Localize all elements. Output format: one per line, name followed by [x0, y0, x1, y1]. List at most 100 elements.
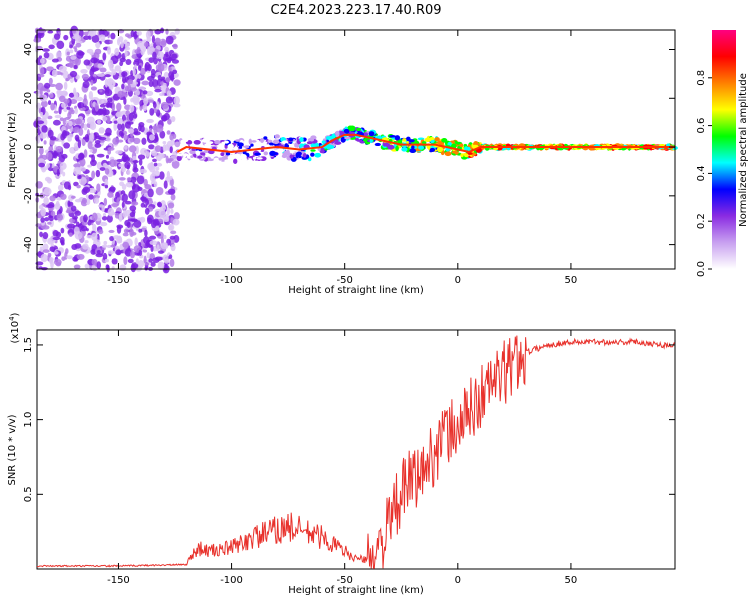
noise-speck	[114, 65, 121, 72]
noise-speck	[159, 171, 165, 180]
ridge-speck	[229, 156, 234, 161]
noise-speck	[92, 73, 97, 78]
noise-speck	[69, 49, 74, 54]
ridge-speck	[335, 130, 340, 137]
noise-speck	[121, 193, 128, 203]
noise-speck	[121, 71, 128, 78]
ridge-speck	[408, 139, 415, 143]
spectrogram-panel: -150 -100 -50 0 50 -40 -20 0 20 40 Height of stra…	[7, 25, 678, 296]
ridge-speck	[174, 141, 181, 148]
noise-speck	[124, 121, 131, 129]
x-tick-label: -100	[220, 275, 243, 286]
noise-speck	[98, 229, 104, 235]
noise-speck	[154, 88, 162, 93]
noise-speck	[121, 166, 126, 173]
noise-speck	[48, 44, 55, 50]
noise-speck	[99, 167, 106, 172]
noise-speck	[123, 256, 128, 266]
noise-speck	[74, 198, 82, 203]
ridge-speck	[200, 152, 206, 156]
noise-speck	[147, 162, 155, 171]
noise-speck	[72, 126, 81, 133]
noise-speck	[171, 53, 178, 59]
noise-speck	[127, 84, 132, 93]
noise-speck	[89, 132, 95, 141]
noise-speck	[56, 168, 60, 177]
noise-speck	[169, 133, 174, 141]
noise-speck	[102, 252, 108, 261]
noise-speck	[130, 176, 137, 183]
noise-speck	[110, 32, 116, 40]
noise-speck	[169, 235, 176, 240]
noise-speck	[57, 184, 64, 191]
spectrogram-xlabel: Height of straight line (km)	[288, 285, 424, 296]
noise-speck	[146, 99, 155, 103]
noise-speck	[55, 145, 63, 153]
noise-speck	[90, 248, 97, 255]
ridge-speck	[401, 147, 408, 152]
noise-speck	[151, 173, 155, 181]
noise-speck	[125, 109, 131, 117]
noise-speck	[150, 244, 154, 253]
noise-speck	[69, 44, 73, 49]
noise-speck	[157, 261, 165, 270]
noise-speck	[51, 58, 59, 63]
noise-speck	[69, 98, 78, 105]
noise-speck	[63, 81, 68, 90]
ridge-speck	[394, 135, 401, 141]
noise-speck	[171, 59, 180, 64]
snr-multiplier-exp: 4	[8, 316, 16, 321]
ridge-speck	[248, 138, 252, 145]
noise-speck	[163, 112, 170, 121]
noise-speck	[40, 100, 48, 108]
noise-speck	[61, 153, 68, 159]
noise-speck	[148, 80, 154, 87]
noise-speck	[72, 35, 78, 40]
noise-speck	[108, 229, 115, 233]
noise-speck	[111, 203, 119, 208]
noise-speck	[132, 155, 137, 161]
noise-speck	[131, 262, 139, 269]
ridge-speck	[389, 134, 396, 138]
noise-speck	[81, 73, 89, 80]
noise-speck	[90, 159, 97, 167]
ridge-speck	[334, 141, 342, 145]
ridge-speck	[307, 137, 315, 142]
noise-speck	[55, 82, 63, 91]
noise-speck	[73, 46, 77, 50]
noise-speck	[151, 35, 156, 44]
ridge-speck	[204, 152, 211, 157]
noise-speck	[134, 49, 141, 54]
noise-speck	[149, 134, 155, 141]
noise-speck	[145, 262, 150, 266]
noise-speck	[48, 83, 57, 87]
ridge-speck	[242, 157, 247, 162]
noise-speck	[106, 97, 113, 103]
noise-speck	[47, 221, 52, 225]
ridge-speck	[233, 147, 238, 151]
noise-speck	[148, 57, 155, 63]
ridge-speck	[356, 127, 361, 132]
noise-speck	[172, 43, 178, 50]
noise-speck	[40, 111, 44, 117]
colorbar-tick-label: 0.2	[696, 213, 707, 229]
noise-speck	[148, 235, 157, 240]
noise-speck	[91, 258, 98, 266]
noise-speck	[157, 202, 163, 208]
noise-speck	[103, 208, 109, 212]
noise-speck	[122, 241, 130, 249]
noise-speck	[98, 127, 105, 134]
noise-speck	[66, 106, 71, 110]
ridge-speck	[176, 152, 184, 157]
noise-speck	[154, 145, 162, 153]
ridge-speck	[244, 145, 250, 149]
y-tick-label: 1.5	[23, 337, 34, 353]
noise-speck	[156, 244, 160, 252]
noise-speck	[96, 250, 101, 254]
noise-speck	[169, 258, 175, 268]
noise-speck	[73, 87, 77, 96]
snr-frame	[36, 329, 676, 570]
noise-speck	[58, 95, 66, 103]
noise-speck	[163, 234, 167, 240]
noise-speck	[108, 211, 116, 216]
